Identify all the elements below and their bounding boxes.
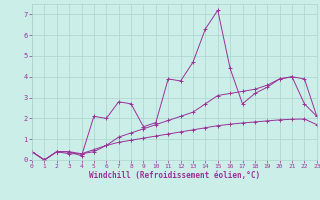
X-axis label: Windchill (Refroidissement éolien,°C): Windchill (Refroidissement éolien,°C)	[89, 171, 260, 180]
